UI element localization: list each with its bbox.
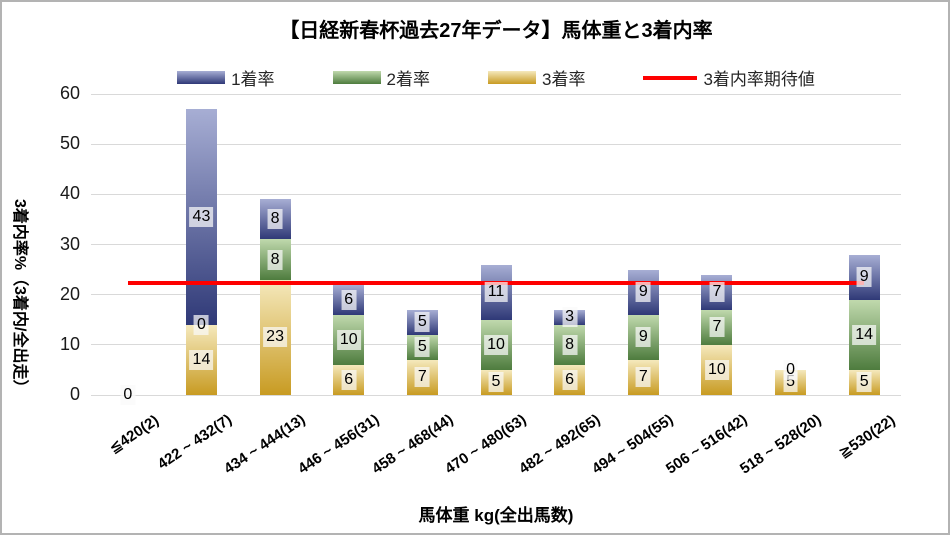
gridline	[91, 244, 901, 245]
data-label-1着率: 8	[267, 209, 283, 230]
legend-label-third-place: 3着率	[542, 70, 586, 89]
data-label-2着率: 5	[414, 337, 430, 358]
legend-swatch-third-place-icon	[488, 71, 536, 84]
legend-label-second-place: 2着率	[386, 70, 430, 89]
x-category-label: 506 ~ 516(42)	[663, 411, 751, 478]
legend: 1着率 2着率 3着率 3着内率期待値	[91, 65, 901, 90]
gridline	[91, 193, 901, 195]
data-label-1着率: 7	[709, 282, 725, 303]
data-label-1着率: 9	[856, 267, 872, 288]
y-tick-label: 30	[59, 233, 80, 254]
y-tick-label: 20	[59, 283, 80, 304]
y-tick-label: 60	[59, 83, 80, 103]
data-label-3着率: 0	[120, 385, 136, 405]
y-tick-label: 0	[69, 384, 80, 404]
data-label-2着率: 8	[562, 334, 578, 355]
gridline	[91, 394, 901, 396]
x-category-label: 446 ~ 456(31)	[294, 411, 383, 478]
x-category-label: 458 ~ 468(44)	[368, 411, 456, 478]
x-category-label: 434 ~ 444(13)	[221, 411, 309, 478]
data-label-1着率: 6	[341, 289, 357, 310]
x-category-label: ≧530(22)	[835, 411, 899, 462]
legend-line-expected-rate-icon	[643, 75, 698, 80]
x-category-label: 518 ~ 528(20)	[736, 411, 825, 478]
data-label-3着率: 5	[488, 372, 504, 393]
data-label-1着率: 9	[635, 282, 651, 303]
data-label-2着率: 14	[852, 324, 877, 345]
legend-item-third-place: 3着率	[488, 65, 585, 90]
data-label-2着率: 7	[709, 317, 725, 338]
y-tick-label: 50	[59, 133, 80, 154]
data-label-3着率: 6	[341, 369, 357, 390]
y-tick-label: 10	[59, 333, 80, 354]
data-label-3着率: 10	[705, 359, 729, 380]
data-label-2着率: 0	[783, 359, 798, 380]
legend-swatch-first-place-icon	[177, 71, 226, 84]
chart-title: 【日経新春杯過去27年データ】馬体重と3着内率	[279, 20, 713, 42]
data-label-3着率: 7	[414, 367, 430, 388]
x-axis-title: 馬体重 kg(全出馬数)	[418, 506, 574, 525]
data-label-2着率: 10	[336, 329, 361, 350]
x-category-label: ≦420(2)	[106, 411, 162, 458]
data-label-1着率: 43	[189, 206, 214, 227]
legend-swatch-second-place-icon	[332, 71, 381, 84]
data-label-3着率: 23	[263, 327, 287, 348]
legend-label-expected-rate: 3着内率期待値	[703, 70, 815, 89]
x-category-label: 482 ~ 492(65)	[515, 411, 604, 478]
x-category-label: 494 ~ 504(55)	[589, 411, 677, 478]
legend-item-second-place: 2着率	[332, 65, 430, 90]
y-tick-label: 40	[59, 183, 80, 204]
data-label-3着率: 14	[189, 349, 214, 370]
legend-label-first-place: 1着率	[231, 70, 275, 89]
data-label-1着率: 3	[562, 307, 578, 328]
data-label-2着率: 10	[484, 334, 508, 355]
y-axis-title: 3着内率%（3着内/全出走）	[11, 198, 28, 396]
legend-item-expected-rate: 3着内率期待値	[643, 65, 815, 90]
gridline	[91, 143, 901, 145]
data-label-1着率: 11	[484, 282, 508, 303]
data-label-3着率: 6	[562, 369, 578, 390]
data-label-3着率: 7	[635, 367, 651, 388]
data-label-1着率: 5	[414, 312, 430, 333]
x-category-label: 470 ~ 480(63)	[442, 411, 530, 478]
data-label-3着率: 5	[856, 372, 872, 393]
legend-item-first-place: 1着率	[177, 65, 275, 90]
data-label-2着率: 8	[267, 249, 283, 270]
data-label-2着率: 9	[635, 327, 651, 348]
data-label-2着率: 0	[194, 314, 209, 335]
gridline	[91, 93, 901, 95]
